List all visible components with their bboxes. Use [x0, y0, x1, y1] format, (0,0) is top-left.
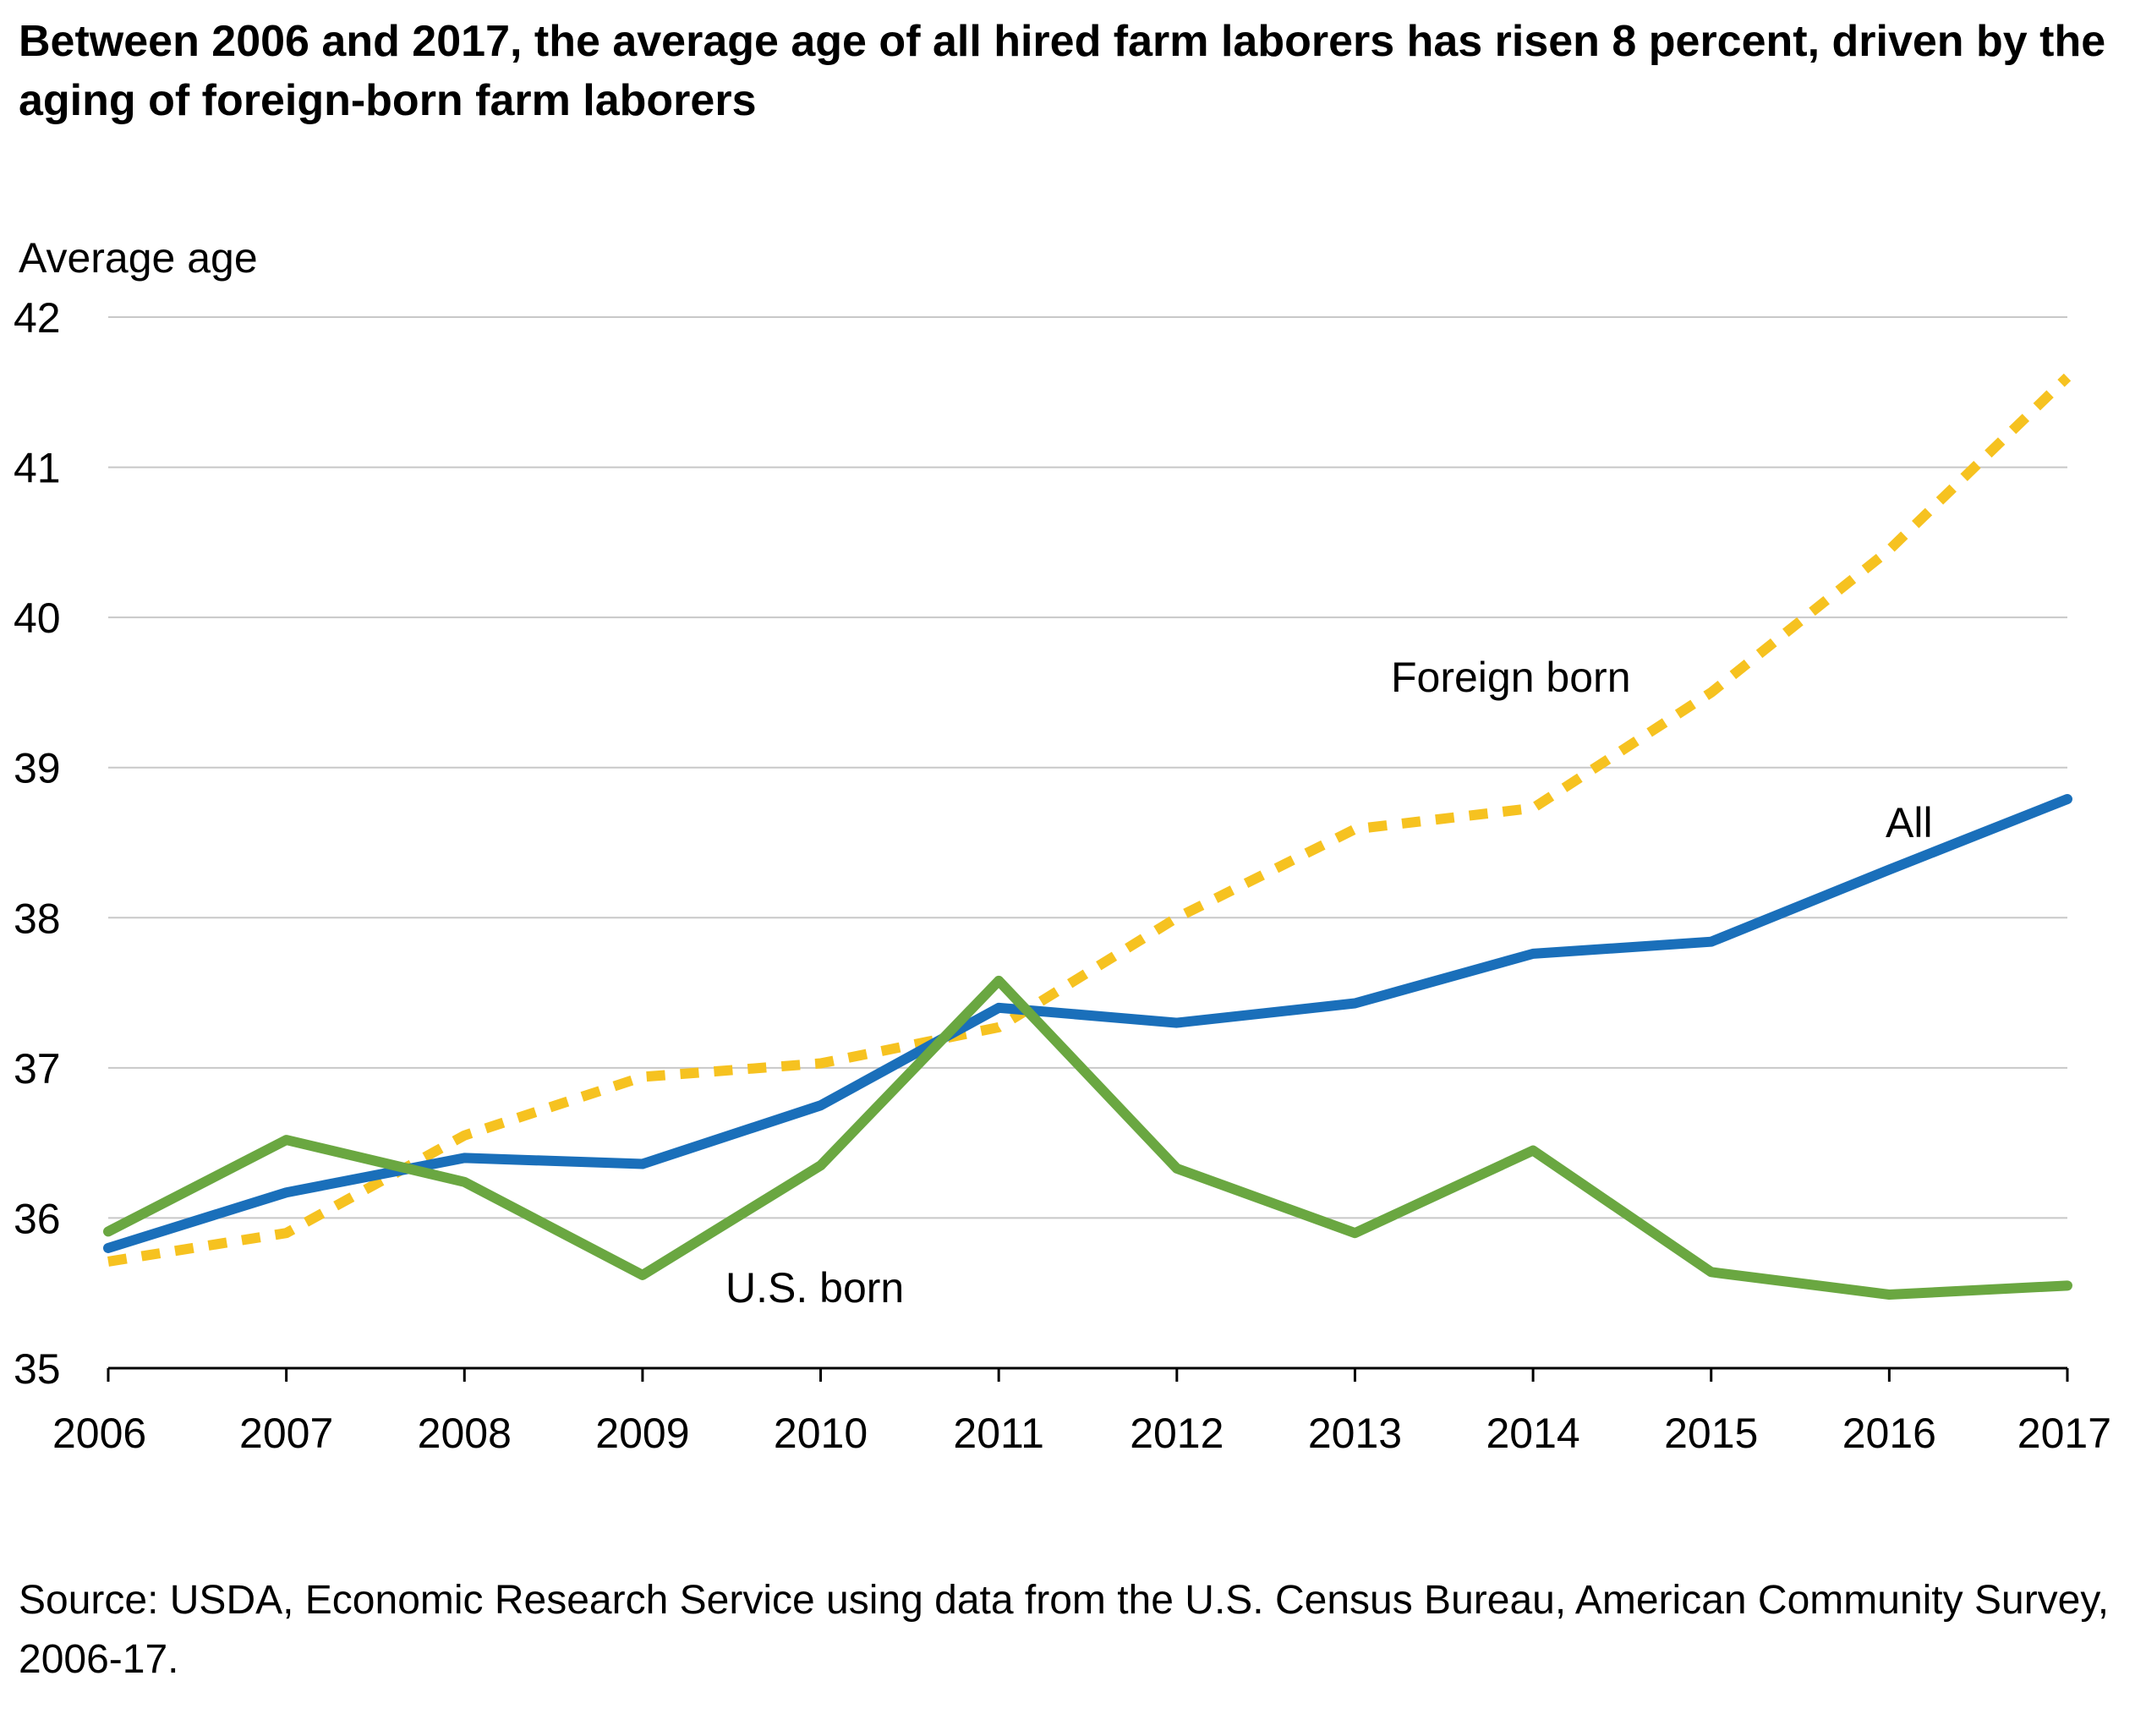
series-label-us-born: U.S. born: [725, 1264, 904, 1312]
x-tick-label: 2014: [1486, 1410, 1579, 1457]
y-tick-label: 42: [14, 294, 61, 342]
series-line-u-s-born: [103, 975, 2072, 1300]
x-tick-label: 2007: [239, 1410, 333, 1457]
x-tick-label: 2012: [1130, 1410, 1224, 1457]
y-tick-label: 37: [14, 1045, 61, 1093]
x-tick-labels: 2006 2007 2008 2009 2010 2011 2012 2013 2014 2015…: [52, 1410, 2111, 1457]
series-lines: [103, 373, 2072, 1300]
x-tick-label: 2006: [52, 1410, 146, 1457]
source-note: Source: USDA, Economic Research Service …: [19, 1578, 2110, 1682]
x-axis: [107, 1366, 2069, 1382]
x-tick-label: 2008: [418, 1410, 512, 1457]
y-axis-label: Average age: [19, 234, 258, 282]
x-tick-label: 2016: [1842, 1410, 1936, 1457]
gridlines: [108, 316, 2067, 1219]
series-line-all: [103, 794, 2072, 1253]
x-tick-label: 2015: [1664, 1410, 1758, 1457]
series-label-foreign-born: Foreign born: [1391, 654, 1631, 701]
y-tick-label: 36: [14, 1195, 61, 1242]
y-tick-label: 38: [14, 895, 61, 942]
y-tick-label: 41: [14, 445, 61, 492]
y-tick-labels: 35 36 37 38 39 40 41 42: [14, 294, 61, 1393]
x-tick-label: 2017: [2017, 1410, 2111, 1457]
y-tick-label: 39: [14, 745, 61, 792]
series-line-foreign-born: [107, 373, 2072, 1267]
x-tick-label: 2011: [953, 1410, 1044, 1457]
x-tick-label: 2013: [1308, 1410, 1402, 1457]
x-tick-label: 2010: [774, 1410, 868, 1457]
y-tick-label: 35: [14, 1345, 61, 1393]
chart-title: Between 2006 and 2017, the average age o…: [19, 17, 2106, 125]
x-tick-label: 2009: [595, 1410, 689, 1457]
series-label-all: All: [1886, 799, 1933, 846]
y-tick-label: 40: [14, 594, 61, 642]
